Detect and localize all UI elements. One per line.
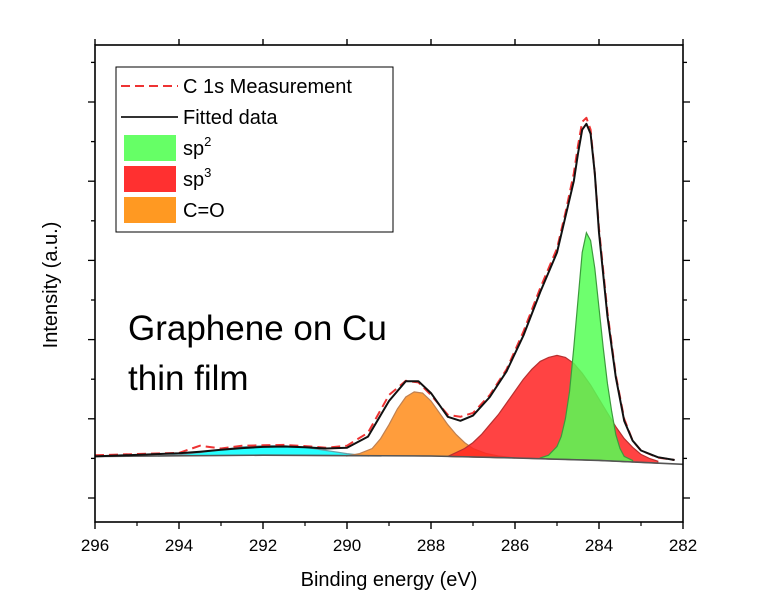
line-fitted-data [94,122,675,461]
legend-item-sp2: sp2 [124,134,211,161]
legend-label: C=O [183,200,225,222]
legend-item-sp3: sp3 [124,165,211,192]
y-axis-title: Intensity (a.u.) [40,222,62,349]
legend: C 1s Measurement Fitted data sp2 sp3 C=O [115,66,394,233]
annotation-line-1: Graphene on Cu [128,309,387,348]
x-tick-label: 294 [165,536,193,555]
legend-label: C 1s Measurement [183,76,352,98]
curve-lines [94,116,684,466]
legend-label: Fitted data [183,107,278,129]
axis-ticks: 296 294 292 290 288 286 284 282 [81,39,697,555]
x-axis-title: Binding energy (eV) [301,569,478,591]
legend-swatch [124,166,176,192]
x-tick-label: 296 [81,536,109,555]
legend-item-c-o: C=O [124,197,225,223]
legend-swatch [124,197,176,223]
x-tick-label: 286 [501,536,529,555]
legend-swatch [124,135,176,161]
annotation-line-2: thin film [128,359,249,398]
x-tick-label: 284 [585,536,613,555]
baseline-line [94,454,684,466]
x-tick-label: 282 [669,536,697,555]
x-tick-label: 292 [249,536,277,555]
x-tick-label: 290 [333,536,361,555]
x-tick-label: 288 [417,536,445,555]
legend-item-c-1s-measurement: C 1s Measurement [121,76,352,98]
legend-item-fitted-data: Fitted data [121,107,278,129]
